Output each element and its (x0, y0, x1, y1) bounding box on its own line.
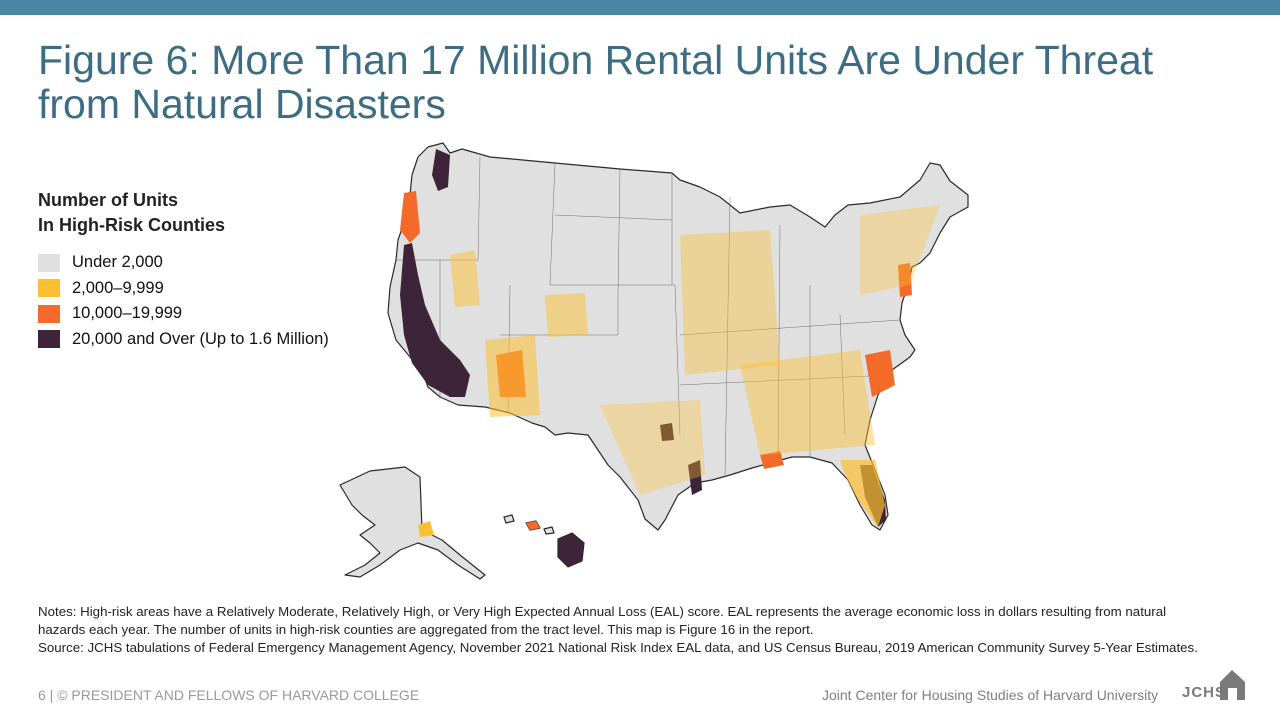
logo-text: JCHS (1182, 684, 1227, 701)
california-coast-high-risk (400, 243, 470, 397)
oregon-coast-risk (400, 191, 420, 243)
midwest-moderate (680, 230, 780, 375)
legend-label: 20,000 and Over (Up to 1.6 Million) (72, 329, 329, 348)
carolina-coast-risk (865, 350, 895, 397)
hawaii-island-3 (543, 526, 555, 535)
notes: Notes: High-risk areas have a Relatively… (38, 603, 1198, 657)
footer-organization: Joint Center for Housing Studies of Harv… (822, 687, 1159, 703)
alaska-moderate (418, 521, 434, 537)
florida-moderate (840, 460, 885, 527)
gulf-coast-high-risk (688, 460, 702, 495)
title-line-1: Figure 6: More Than 17 Million Rental Un… (38, 37, 1154, 83)
texas-high-risk (660, 423, 674, 441)
map-legend: Number of Units In High-Risk Counties Un… (38, 188, 378, 352)
legend-title: Number of Units In High-Risk Counties (38, 188, 378, 238)
title-line-2: from Natural Disasters (38, 81, 446, 127)
legend-label: 10,000–19,999 (72, 304, 183, 323)
legend-label: 2,000–9,999 (72, 278, 164, 297)
washington-coast-high-risk (432, 149, 450, 191)
hawaii-risk (526, 521, 540, 530)
hawaii-island-1 (503, 514, 515, 524)
legend-title-line-1: Number of Units (38, 190, 179, 210)
jchs-logo: JCHS (1182, 664, 1248, 704)
gulf-coast-risk (760, 451, 784, 469)
alaska-shape (339, 466, 486, 580)
us-county-risk-map (339, 142, 969, 580)
page-title: Figure 6: More Than 17 Million Rental Un… (38, 38, 1258, 126)
legend-swatch-10000-19999 (38, 304, 60, 323)
southeast-moderate (740, 350, 875, 455)
arizona-moderate (485, 335, 540, 417)
legend-swatch-2000-9999 (38, 279, 60, 298)
legend-item-20000-and-over: 20,000 and Over (Up to 1.6 Million) (38, 327, 378, 353)
legend-item-2000-9999: 2,000–9,999 (38, 276, 378, 302)
legend-item-under-2000: Under 2,000 (38, 250, 378, 276)
northeast-moderate (860, 205, 940, 295)
notes-text: Notes: High-risk areas have a Relatively… (38, 604, 1167, 637)
footer-copyright: 6 | © PRESIDENT AND FELLOWS OF HARVARD C… (38, 687, 420, 703)
legend-item-10000-19999: 10,000–19,999 (38, 301, 378, 327)
texas-moderate (600, 400, 705, 495)
legend-title-line-2: In High-Risk Counties (38, 215, 226, 235)
utah-moderate (545, 293, 588, 337)
source-text: Source: JCHS tabulations of Federal Emer… (38, 640, 1198, 655)
house-logo-icon (1220, 670, 1245, 700)
legend-swatch-under-2000 (38, 253, 60, 272)
top-accent-bar (0, 0, 1280, 15)
legend-swatch-20000-and-over (38, 330, 60, 349)
nevada-moderate (450, 250, 480, 307)
hawaii-island-big (557, 532, 585, 568)
northeast-risk (898, 263, 912, 297)
legend-label: Under 2,000 (72, 253, 163, 272)
